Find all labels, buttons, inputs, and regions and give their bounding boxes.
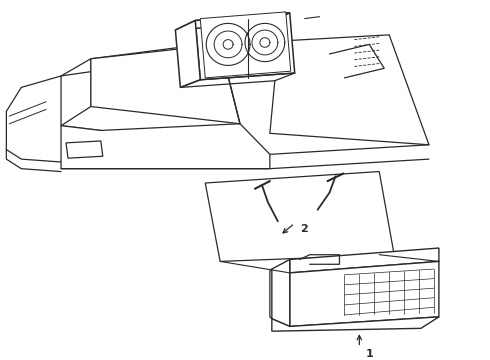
Polygon shape	[290, 248, 439, 273]
Polygon shape	[196, 13, 294, 80]
Polygon shape	[200, 12, 291, 78]
Polygon shape	[205, 172, 394, 261]
Text: 2: 2	[300, 224, 307, 234]
Text: 1: 1	[366, 349, 373, 359]
Polygon shape	[290, 261, 439, 327]
Polygon shape	[175, 13, 290, 30]
Polygon shape	[61, 124, 270, 169]
Polygon shape	[91, 44, 240, 124]
Polygon shape	[220, 35, 429, 154]
Polygon shape	[272, 260, 290, 327]
Polygon shape	[175, 21, 200, 87]
Polygon shape	[66, 141, 103, 158]
Polygon shape	[272, 317, 439, 331]
